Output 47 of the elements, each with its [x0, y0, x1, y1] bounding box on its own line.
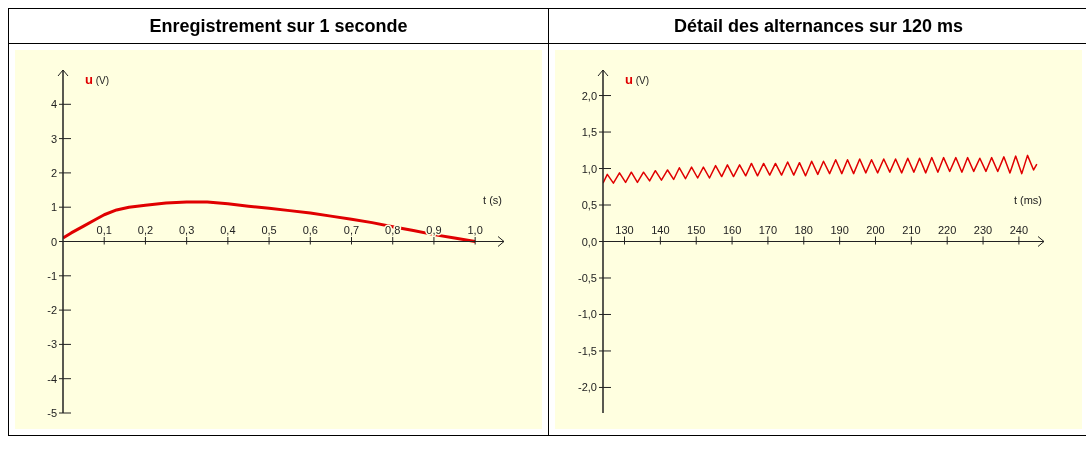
y-tick-label: 1,5: [581, 126, 597, 139]
x-tick-label: 200: [866, 223, 885, 236]
x-tick-label: 0,1: [96, 223, 112, 236]
y-tick-label: 1: [50, 201, 57, 214]
line-series: [603, 154, 1038, 184]
y-axis-title: u (V): [85, 72, 110, 87]
x-tick-label: 220: [938, 223, 957, 236]
x-tick-label: 240: [1009, 223, 1029, 236]
x-tick-label: 130: [615, 223, 634, 236]
x-tick-label: 170: [758, 223, 778, 236]
x-tick-label: 0,7: [343, 223, 360, 236]
y-tick-label: -4: [47, 372, 57, 385]
x-tick-label: 180: [794, 223, 813, 236]
x-tick-label: 0,4: [220, 223, 236, 236]
x-tick-label: 1,0: [467, 223, 483, 236]
x-axis-title: t (ms): [1013, 193, 1042, 206]
y-tick-label: -5: [47, 407, 57, 419]
y-tick-label: -1,5: [578, 344, 597, 357]
y-tick-label: -1: [47, 269, 57, 282]
y-tick-label: -2,0: [578, 381, 597, 394]
x-tick-label: 0,2: [137, 223, 154, 236]
y-tick-label: -2: [47, 304, 57, 317]
y-axis-title: u (V): [625, 72, 650, 87]
y-tick-label: 3: [50, 132, 57, 145]
y-tick-label: -0,5: [578, 271, 597, 284]
chart-title: Détail des alternances sur 120 ms: [548, 8, 1086, 44]
x-tick-label: 0,9: [426, 223, 442, 236]
y-tick-label: 1,0: [581, 162, 597, 175]
y-tick-label: 0: [50, 235, 57, 248]
x-tick-label: 0,6: [302, 223, 318, 236]
x-axis-title: t (s): [483, 193, 502, 206]
x-tick-label: 140: [651, 223, 670, 236]
y-tick-label: 0,0: [581, 235, 597, 248]
x-tick-label: 0,5: [261, 223, 277, 236]
y-tick-label: 4: [50, 98, 57, 111]
x-tick-label: 150: [687, 223, 706, 236]
chart-title: Enregistrement sur 1 seconde: [8, 8, 549, 44]
x-tick-label: 0,3: [179, 223, 195, 236]
y-tick-label: -1,0: [578, 308, 597, 321]
y-tick-label: 0,5: [581, 199, 597, 212]
x-tick-label: 210: [902, 223, 921, 236]
y-tick-label: 2,0: [581, 89, 597, 102]
x-tick-label: 190: [830, 223, 849, 236]
x-tick-label: 230: [973, 223, 993, 236]
y-tick-label: 2: [50, 166, 57, 179]
y-tick-label: -3: [47, 338, 57, 351]
x-tick-label: 160: [722, 223, 742, 236]
